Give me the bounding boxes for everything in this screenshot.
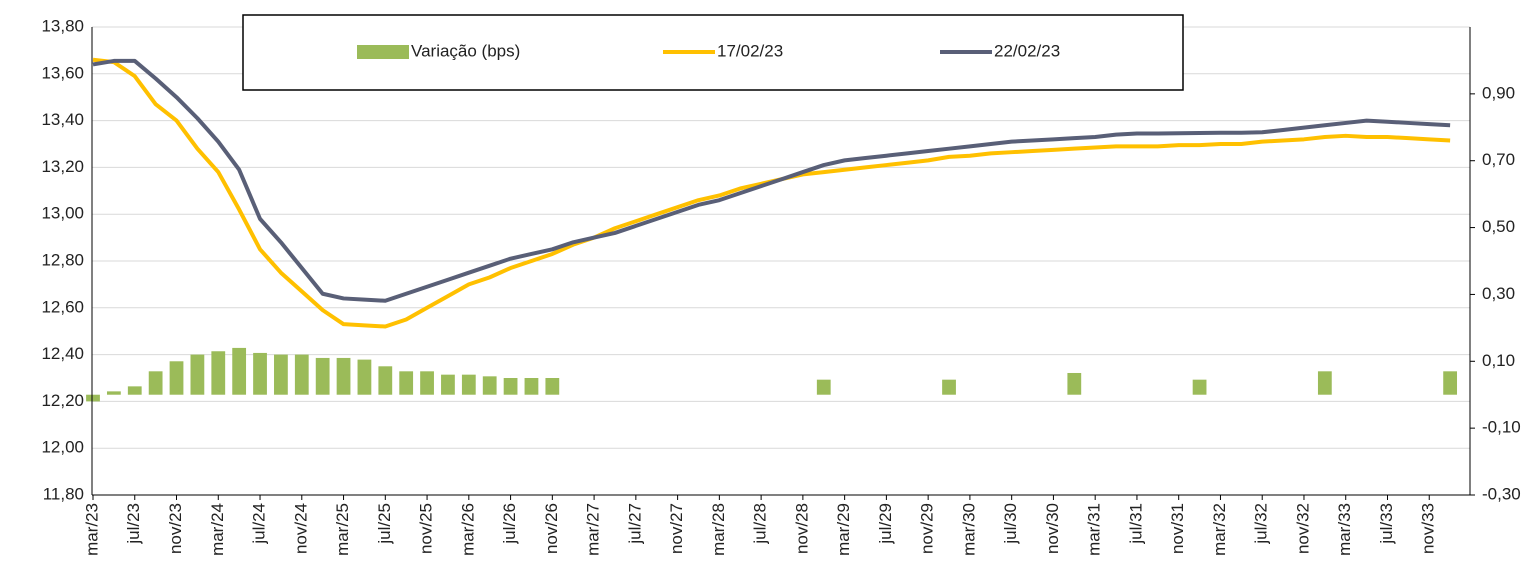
x-tick-label: nov/26 (542, 503, 561, 554)
legend-label: Variação (bps) (411, 41, 520, 60)
x-tick-label: jul/29 (876, 503, 895, 545)
bar (524, 378, 539, 395)
y2-tick-label: -0,30 (1482, 484, 1521, 503)
x-tick-label: jul/24 (250, 503, 269, 545)
x-tick-label: nov/33 (1419, 503, 1438, 554)
x-tick-label: mar/27 (584, 503, 603, 556)
line-series (92, 57, 1451, 329)
x-tick-label: mar/25 (333, 503, 352, 556)
bar (86, 394, 100, 402)
bar (190, 354, 205, 395)
bar (127, 386, 142, 395)
bar (378, 366, 393, 395)
y-tick-label: 13,40 (41, 110, 84, 129)
bar (461, 374, 476, 395)
x-tick-label: nov/24 (291, 503, 310, 554)
x-tick-label: mar/31 (1085, 503, 1104, 556)
x-tick-label: nov/23 (166, 503, 185, 554)
x-tick-label: nov/30 (1043, 503, 1062, 554)
bar (336, 357, 351, 395)
y-tick-label: 13,60 (41, 63, 84, 82)
y2-tick-label: 0,10 (1482, 351, 1515, 370)
bar (106, 391, 121, 395)
line-series (92, 58, 1451, 303)
bar (1067, 372, 1082, 395)
x-tick-label: mar/26 (458, 503, 477, 556)
y-tick-label: 12,60 (41, 297, 84, 316)
x-tick-label: mar/28 (709, 503, 728, 556)
bar (294, 354, 309, 395)
legend-label: 17/02/23 (717, 41, 783, 60)
bar (942, 379, 956, 395)
y2-tick-label: -0,10 (1482, 418, 1521, 437)
bar (545, 378, 560, 395)
bar (148, 371, 163, 395)
x-tick-label: mar/29 (834, 503, 853, 556)
y2-tick-label: 0,30 (1482, 284, 1515, 303)
bar (482, 376, 497, 395)
x-tick-label: mar/33 (1335, 503, 1354, 556)
x-tick-label: nov/25 (417, 503, 436, 554)
legend-label: 22/02/23 (994, 41, 1060, 60)
x-tick-label: jul/28 (751, 503, 770, 545)
y-tick-label: 13,20 (41, 157, 84, 176)
y2-tick-label: 0,70 (1482, 150, 1515, 169)
bar (1192, 379, 1207, 395)
bar (232, 347, 247, 395)
bar (315, 357, 330, 395)
bar (211, 351, 226, 395)
x-tick-label: nov/29 (918, 503, 937, 554)
bar (357, 359, 372, 395)
bar (816, 379, 831, 395)
bar (399, 371, 414, 395)
y-tick-label: 13,80 (41, 16, 84, 35)
y-tick-label: 11,80 (43, 484, 84, 503)
x-tick-label: nov/31 (1168, 503, 1187, 554)
bar (1317, 371, 1332, 395)
x-tick-label: jul/26 (500, 503, 519, 545)
x-tick-label: nov/32 (1293, 503, 1312, 554)
x-tick-label: jul/30 (1001, 503, 1020, 545)
y-tick-label: 12,00 (41, 438, 84, 457)
x-tick-label: mar/30 (959, 503, 978, 556)
x-tick-label: nov/27 (667, 503, 686, 554)
bar (441, 374, 455, 395)
x-tick-label: jul/31 (1126, 503, 1145, 545)
legend-swatch (357, 45, 409, 59)
x-tick-label: nov/28 (792, 503, 811, 554)
bar (1443, 371, 1458, 395)
bar (503, 378, 518, 395)
y-tick-label: 12,40 (41, 344, 84, 363)
y-tick-label: 12,80 (41, 250, 84, 269)
x-tick-label: mar/32 (1210, 503, 1229, 556)
x-tick-label: jul/33 (1377, 503, 1396, 545)
x-tick-label: mar/24 (208, 503, 227, 556)
x-tick-label: mar/23 (82, 503, 101, 556)
x-tick-label: jul/25 (375, 503, 394, 545)
bar (253, 352, 267, 395)
bar (420, 371, 434, 395)
x-tick-label: jul/32 (1252, 503, 1271, 545)
y2-tick-label: 0,50 (1482, 217, 1515, 236)
x-tick-label: jul/23 (124, 503, 143, 545)
bar (169, 361, 184, 395)
bar (274, 354, 288, 395)
y2-tick-label: 0,90 (1482, 83, 1515, 102)
x-tick-label: jul/27 (625, 503, 644, 545)
y-tick-label: 12,20 (41, 391, 84, 410)
y-tick-label: 13,00 (41, 204, 84, 223)
